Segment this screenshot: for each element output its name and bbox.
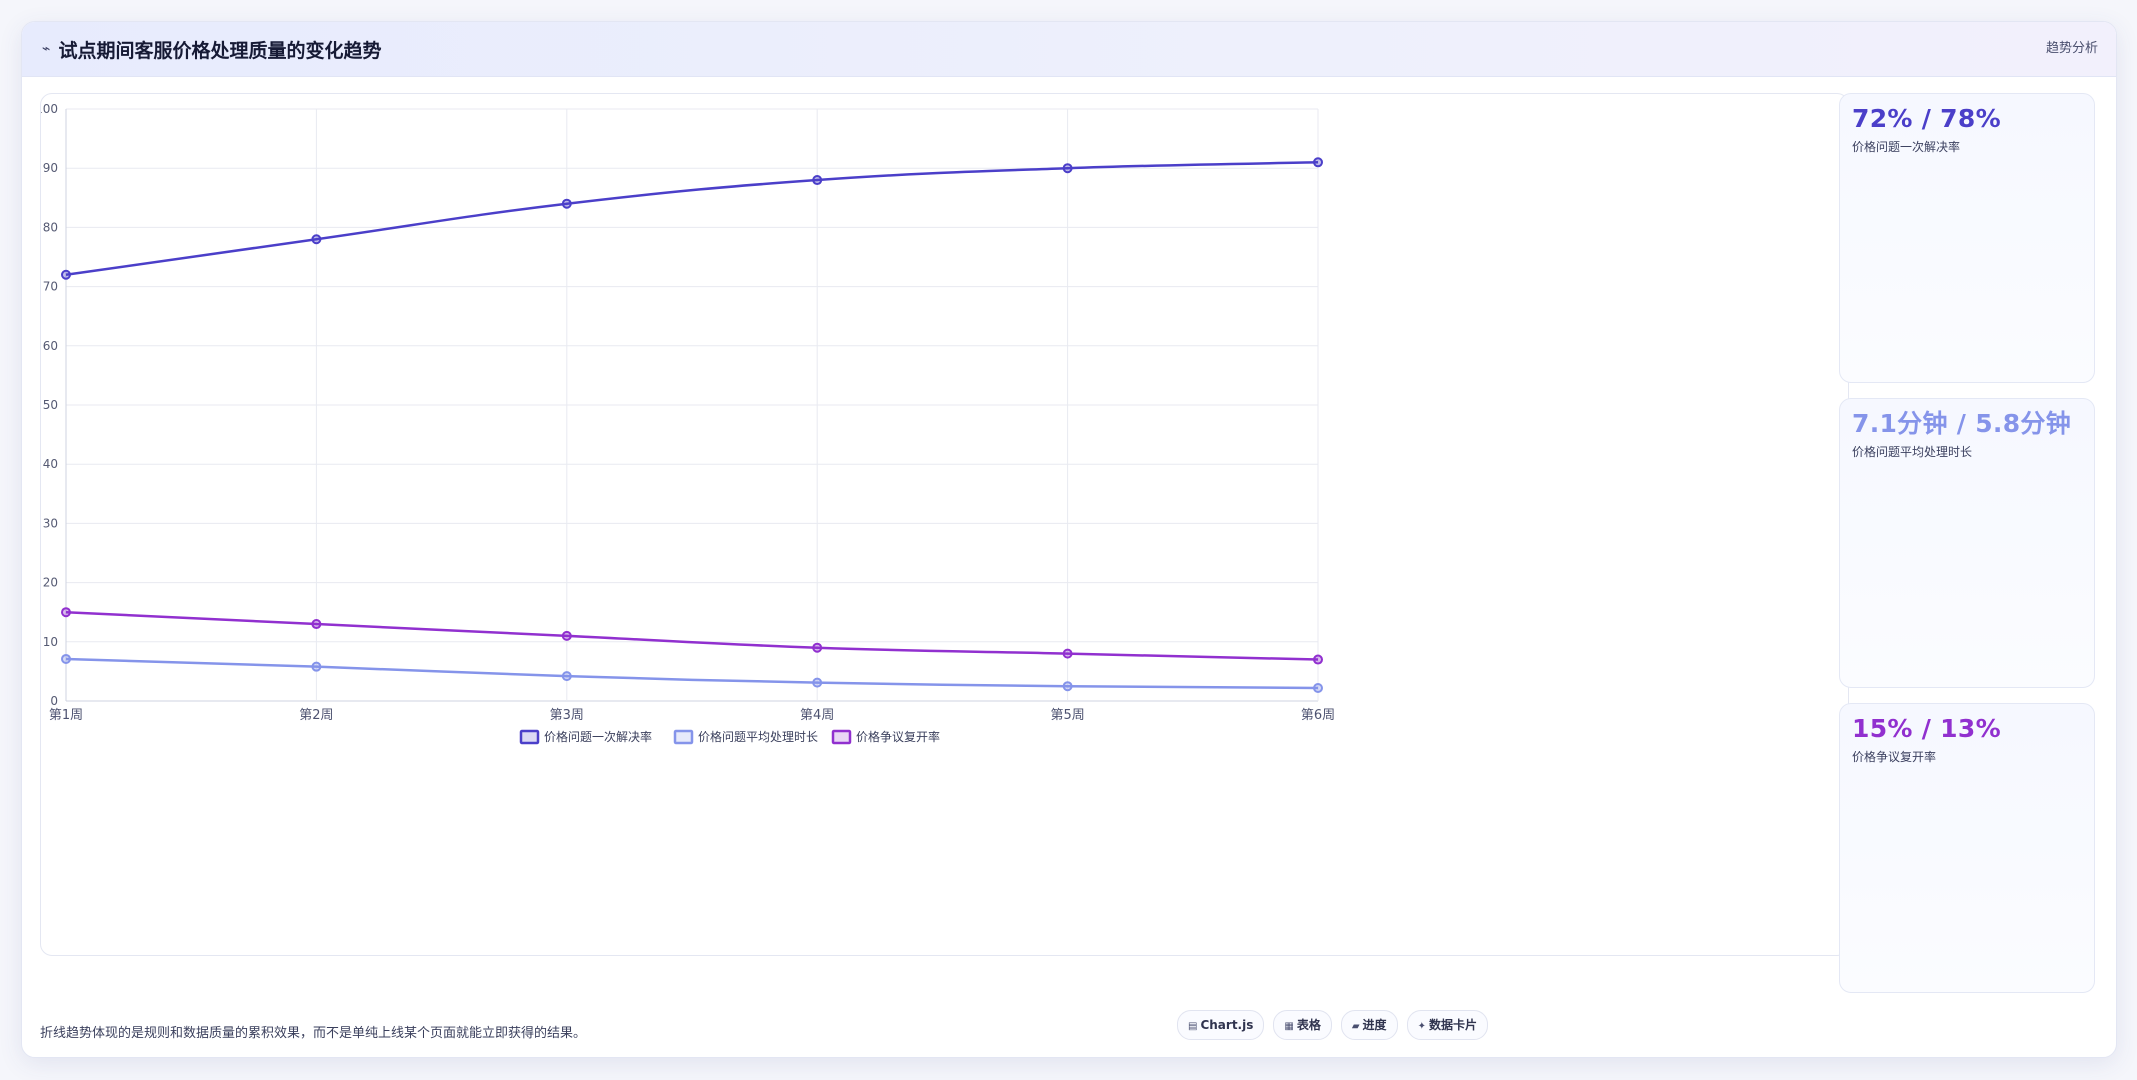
- series-3-point: [1062, 648, 1073, 659]
- legend-swatch: [831, 729, 852, 745]
- x-tick-label: 第4周: [800, 708, 834, 723]
- series-line-2: [65, 657, 1319, 690]
- stat-card-duration: 7.1分钟 / 5.8分钟 价格问题平均处理时长: [1839, 398, 2095, 688]
- stat-card-reopen: 15% / 13% 价格争议复开率: [1839, 703, 2095, 993]
- progress-icon: ▰: [1351, 1021, 1360, 1032]
- y-tick-label: 80: [43, 220, 58, 234]
- chip-label: 数据卡片: [1428, 1018, 1477, 1032]
- series-line-1: [65, 161, 1319, 276]
- x-tick-label: 第6周: [1301, 708, 1335, 723]
- series-2-point: [812, 677, 823, 688]
- footer-note: 折线趋势体现的是规则和数据质量的累积效果，而不是单纯上线某个页面就能立即获得的结…: [40, 1026, 587, 1041]
- y-tick-label: 100: [41, 102, 58, 116]
- stat-card-resolution: 72% / 78% 价格问题一次解决率: [1839, 93, 2095, 383]
- series-1-point: [61, 269, 71, 280]
- series-2-point: [61, 653, 71, 664]
- y-tick-label: 40: [43, 457, 58, 471]
- y-tick-label: 50: [43, 398, 58, 412]
- series-3-point: [1313, 654, 1323, 665]
- y-tick-label: 30: [43, 516, 58, 530]
- chip-label: 进度: [1362, 1018, 1387, 1032]
- series-3-point: [311, 619, 322, 630]
- y-tick-label: 10: [43, 635, 58, 649]
- stat-value: 7.1分钟 / 5.8分钟: [1852, 409, 2072, 438]
- series-3-point: [61, 607, 71, 618]
- sparkle-icon: ✦: [1417, 1021, 1426, 1032]
- chip-label: Chart.js: [1200, 1018, 1254, 1032]
- x-tick-label: 第3周: [550, 708, 584, 723]
- series-3-point: [561, 630, 572, 641]
- series-1-point: [311, 234, 322, 245]
- stat-label: 价格争议复开率: [1852, 750, 1937, 764]
- series-1-point: [561, 198, 572, 209]
- chip-label: 表格: [1296, 1018, 1321, 1032]
- stat-label: 价格问题平均处理时长: [1852, 445, 1973, 459]
- legend-label: 价格争议复开率: [856, 729, 940, 744]
- series-2-point: [1313, 682, 1323, 693]
- x-tick-label: 第2周: [299, 708, 333, 723]
- series-2-point: [311, 661, 322, 672]
- stat-label: 价格问题一次解决率: [1852, 140, 1961, 154]
- page-title: 试点期间客服价格处理质量的变化趋势: [58, 39, 382, 62]
- series-2-point: [561, 671, 572, 682]
- y-tick-label: 90: [43, 161, 58, 175]
- series-1-point: [1062, 163, 1073, 174]
- legend-swatch: [673, 729, 694, 745]
- stat-value: 72% / 78%: [1852, 104, 2001, 133]
- y-tick-label: 70: [43, 280, 58, 294]
- tech-chips: ▤ Chart.js ▦ 表格 ▰ 进度 ✦ 数据卡片: [1177, 1010, 1488, 1040]
- stat-value: 15% / 13%: [1852, 714, 2001, 743]
- chip-table[interactable]: ▦ 表格: [1273, 1010, 1332, 1040]
- y-tick-label: 60: [43, 339, 58, 353]
- legend-label: 价格问题平均处理时长: [698, 729, 818, 744]
- x-tick-label: 第5周: [1050, 708, 1084, 723]
- series-line-3: [65, 610, 1319, 661]
- series-2-point: [1062, 681, 1073, 692]
- y-tick-label: 0: [50, 694, 58, 708]
- card-header: ⌁ 试点期间客服价格处理质量的变化趋势 趋势分析: [22, 22, 2116, 77]
- line-chart: 0 10 20 30 40 50 60 70 80 90 100 第1周 第2周 第3周 第4周 第5周 第6周…: [41, 102, 1335, 745]
- series-1-point: [812, 175, 823, 186]
- chart-icon: ▤: [1188, 1021, 1198, 1032]
- legend-swatch: [519, 729, 540, 745]
- y-tick-label: 20: [43, 576, 58, 590]
- chart-panel: 0 10 20 30 40 50 60 70 80 90 100 第1周 第2周 第3周 第4周 第5周 第6周…: [40, 93, 1849, 956]
- chip-progress[interactable]: ▰ 进度: [1340, 1010, 1398, 1040]
- chip-chartjs[interactable]: ▤ Chart.js: [1177, 1010, 1265, 1040]
- legend-label: 价格问题一次解决率: [544, 729, 652, 744]
- section-tag: 趋势分析: [2045, 41, 2098, 56]
- series-3-point: [812, 642, 823, 653]
- trend-card: ⌁ 试点期间客服价格处理质量的变化趋势 趋势分析 0 10 20 30 40 50 60 70…: [21, 21, 2117, 1058]
- x-tick-label: 第1周: [49, 708, 83, 723]
- trend-line-icon: ⌁: [42, 41, 51, 57]
- title-group: ⌁ 试点期间客服价格处理质量的变化趋势: [42, 22, 381, 76]
- chip-data-cards[interactable]: ✦ 数据卡片: [1406, 1010, 1488, 1040]
- series-1-point: [1313, 157, 1323, 168]
- table-icon: ▦: [1284, 1021, 1294, 1032]
